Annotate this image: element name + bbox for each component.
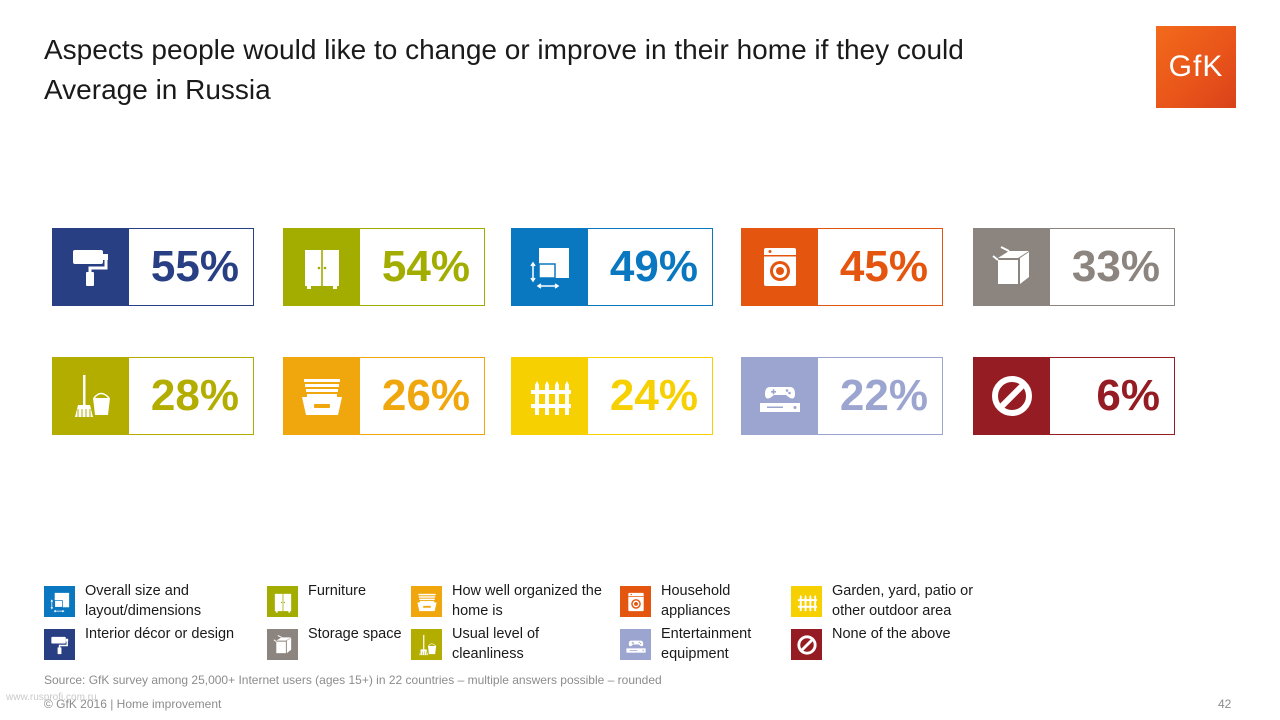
legend-swatch [791,586,822,617]
legend-label: How well organized the home is [452,583,602,619]
mop-bucket-icon [418,634,436,655]
card-icon-box [284,229,360,305]
legend-item: Storage space [267,625,418,660]
legend-label: Garden, yard, patio or other outdoor are… [832,583,974,619]
percentage-value: 45% [839,242,928,291]
percentage-card: 22% [741,357,943,435]
card-icon-box [974,229,1050,305]
legend-label: Overall size and layout/dimensions [85,583,202,619]
percentage-card: 24% [511,357,713,435]
percentage-value: 22% [839,371,928,420]
percentage-card: 55% [52,228,254,306]
legend-item: Usual level of cleanliness [411,625,602,664]
paint-roller-icon [50,636,68,654]
card-icon-box [53,358,129,434]
mop-bucket-icon [75,375,110,417]
wardrobe-icon [274,593,291,613]
wardrobe-icon [305,250,339,289]
washing-machine-icon [627,592,644,611]
gfk-logo: GfK [1156,26,1236,108]
legend-label: Entertainment equipment [661,626,752,662]
drawer-icon [416,593,437,611]
legend-label: Household appliances [661,583,731,619]
legend-item: Entertainment equipment [620,625,781,664]
washing-machine-icon [764,248,796,286]
drawer-icon [302,379,342,415]
floorplan-icon [50,592,69,612]
game-console-icon [625,640,646,653]
percentage-value: 33% [1071,242,1160,291]
legend-swatch [44,629,75,660]
percentage-card: 49% [511,228,713,306]
legend-swatch [267,586,298,617]
card-icon-box [512,229,588,305]
paint-roller-icon [73,250,108,286]
legend-item: Household appliances [620,582,781,621]
percentage-value: 28% [150,371,239,420]
floorplan-icon [530,248,569,289]
legend-swatch [620,586,651,617]
footer-text: © GfK 2016 | Home improvement [44,697,222,711]
game-console-icon [760,387,800,412]
card-icon-box [53,229,129,305]
legend-item: None of the above [791,625,982,660]
percentage-card: 28% [52,357,254,435]
fence-icon [531,381,571,415]
percentage-value: 55% [150,242,239,291]
legend-swatch [44,586,75,617]
percentage-value: 6% [1096,371,1160,420]
legend-label: Usual level of cleanliness [452,626,540,662]
legend-label: Interior décor or design [85,626,235,642]
title-line-2: Average in Russia [44,74,271,105]
percentage-card: 26% [283,357,485,435]
legend-item: Garden, yard, patio or other outdoor are… [791,582,982,621]
legend-label: Furniture [308,583,367,599]
source-note: Source: GfK survey among 25,000+ Interne… [44,673,662,687]
percentage-card: 54% [283,228,485,306]
percentage-value: 26% [381,371,470,420]
fence-icon [797,594,817,611]
card-icon-box [742,358,818,434]
watermark: www.rusprofi.com.ru [6,692,97,703]
title-line-1: Aspects people would like to change or i… [44,34,964,65]
legend-label: None of the above [832,626,951,642]
page-title: Aspects people would like to change or i… [44,30,964,110]
legend-swatch [411,629,442,660]
percentage-card: 33% [973,228,1175,306]
legend-label: Storage space [308,626,402,642]
percentage-card: 45% [741,228,943,306]
card-icon-box [512,358,588,434]
legend-swatch [791,629,822,660]
no-entry-icon [796,634,817,655]
logo-text: GfK [1168,50,1224,83]
legend-swatch [411,586,442,617]
percentage-value: 49% [609,242,698,291]
legend-item: How well organized the home is [411,582,602,621]
percentage-value: 24% [609,371,698,420]
percentage-card: 6% [973,357,1175,435]
page-number: 42 [1218,697,1232,711]
legend-swatch [267,629,298,660]
no-entry-icon [992,376,1032,416]
card-icon-box [742,229,818,305]
card-icon-box [284,358,360,434]
legend-item: Furniture [267,582,418,617]
legend-item: Overall size and layout/dimensions [44,582,235,621]
storage-box-icon [992,246,1029,284]
legend-item: Interior décor or design [44,625,235,660]
card-icon-box [974,358,1050,434]
percentage-value: 54% [381,242,470,291]
legend-swatch [620,629,651,660]
storage-box-icon [273,634,291,653]
